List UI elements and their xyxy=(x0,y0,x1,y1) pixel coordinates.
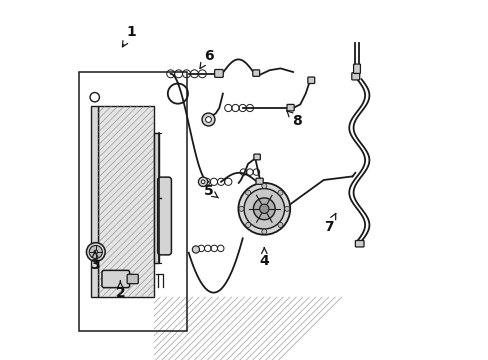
Bar xyxy=(153,133,159,263)
Circle shape xyxy=(284,206,289,211)
Bar xyxy=(91,106,98,297)
Circle shape xyxy=(238,183,289,235)
Circle shape xyxy=(261,229,266,234)
FancyBboxPatch shape xyxy=(355,240,363,247)
Circle shape xyxy=(90,93,99,102)
Bar xyxy=(98,106,154,297)
Text: 2: 2 xyxy=(115,281,125,300)
Circle shape xyxy=(244,189,284,229)
FancyBboxPatch shape xyxy=(252,70,259,76)
Text: 5: 5 xyxy=(203,184,218,198)
FancyBboxPatch shape xyxy=(353,64,360,73)
Circle shape xyxy=(198,177,207,186)
FancyBboxPatch shape xyxy=(256,178,263,184)
Circle shape xyxy=(261,184,266,189)
Circle shape xyxy=(245,222,250,228)
Circle shape xyxy=(259,204,268,213)
Circle shape xyxy=(202,113,215,126)
Circle shape xyxy=(205,117,211,122)
Text: 7: 7 xyxy=(324,213,335,234)
Text: 4: 4 xyxy=(259,248,268,268)
FancyBboxPatch shape xyxy=(351,73,359,80)
FancyBboxPatch shape xyxy=(307,77,314,84)
Circle shape xyxy=(89,246,102,258)
Text: 8: 8 xyxy=(286,111,301,127)
FancyBboxPatch shape xyxy=(102,270,129,288)
FancyBboxPatch shape xyxy=(127,274,138,284)
FancyBboxPatch shape xyxy=(253,154,260,160)
Circle shape xyxy=(94,250,98,254)
Circle shape xyxy=(277,190,283,195)
FancyBboxPatch shape xyxy=(286,104,294,111)
Circle shape xyxy=(253,198,275,220)
Circle shape xyxy=(245,190,250,195)
Circle shape xyxy=(277,222,283,228)
Text: 1: 1 xyxy=(122,26,136,47)
Bar xyxy=(79,72,186,331)
Text: 3: 3 xyxy=(90,251,100,271)
Circle shape xyxy=(201,180,204,184)
FancyBboxPatch shape xyxy=(214,69,223,77)
Text: 6: 6 xyxy=(200,49,213,69)
FancyBboxPatch shape xyxy=(158,177,171,255)
Circle shape xyxy=(86,243,105,261)
Circle shape xyxy=(239,206,244,211)
Circle shape xyxy=(192,246,199,253)
